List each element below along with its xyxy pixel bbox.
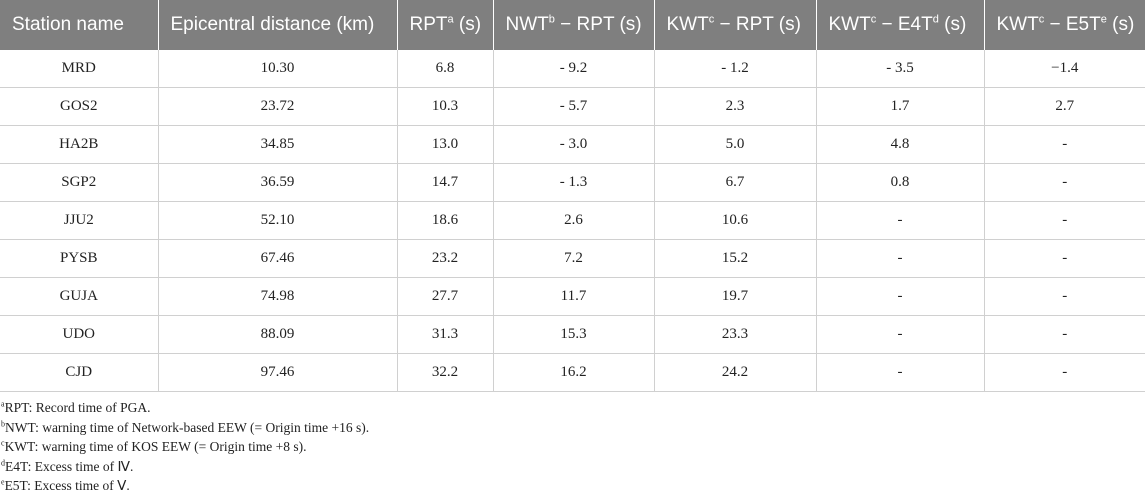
cell-kwt-e5t: 2.7 bbox=[984, 87, 1145, 126]
cell-nwt-rpt: 2.6 bbox=[493, 201, 655, 240]
header-station-name: Station name bbox=[0, 0, 159, 50]
cell-kwt-e5t: - bbox=[984, 315, 1145, 354]
table-row: UDO 88.09 31.3 15.3 23.3 - - bbox=[0, 315, 1145, 354]
cell-rpt: 31.3 bbox=[397, 315, 494, 354]
cell-kwt-e4t: - bbox=[816, 353, 985, 392]
cell-distance: 34.85 bbox=[158, 125, 398, 164]
cell-distance: 10.30 bbox=[158, 50, 398, 88]
cell-kwt-e5t: −1.4 bbox=[984, 50, 1145, 88]
cell-station: JJU2 bbox=[0, 201, 159, 240]
cell-kwt-e5t: - bbox=[984, 201, 1145, 240]
header-rpt: RPTa (s) bbox=[397, 0, 494, 50]
cell-nwt-rpt: - 1.3 bbox=[493, 163, 655, 202]
table-row: MRD 10.30 6.8 - 9.2 - 1.2 - 3.5 −1.4 bbox=[0, 50, 1145, 88]
cell-kwt-rpt: 10.6 bbox=[654, 201, 817, 240]
cell-kwt-rpt: 6.7 bbox=[654, 163, 817, 202]
cell-station: MRD bbox=[0, 50, 159, 88]
cell-kwt-e5t: - bbox=[984, 353, 1145, 392]
table-row: JJU2 52.10 18.6 2.6 10.6 - - bbox=[0, 201, 1145, 240]
cell-nwt-rpt: - 9.2 bbox=[493, 50, 655, 88]
footnote-c: cKWT: warning time of KOS EEW (= Origin … bbox=[1, 438, 307, 454]
cell-kwt-e5t: - bbox=[984, 163, 1145, 202]
cell-nwt-rpt: - 5.7 bbox=[493, 87, 655, 126]
cell-nwt-rpt: 7.2 bbox=[493, 239, 655, 278]
header-kwt-e4t: KWTc − E4Td (s) bbox=[816, 0, 985, 50]
cell-kwt-rpt: 2.3 bbox=[654, 87, 817, 126]
cell-rpt: 18.6 bbox=[397, 201, 494, 240]
header-epicentral-distance: Epicentral distance (km) bbox=[158, 0, 398, 50]
cell-kwt-e4t: 4.8 bbox=[816, 125, 985, 164]
cell-kwt-e4t: - bbox=[816, 201, 985, 240]
cell-distance: 52.10 bbox=[158, 201, 398, 240]
cell-station: UDO bbox=[0, 315, 159, 354]
cell-distance: 23.72 bbox=[158, 87, 398, 126]
table-row: HA2B 34.85 13.0 - 3.0 5.0 4.8 - bbox=[0, 125, 1145, 164]
footnotes: aRPT: Record time of PGA. bNWT: warning … bbox=[0, 398, 1145, 496]
cell-kwt-rpt: 5.0 bbox=[654, 125, 817, 164]
cell-distance: 88.09 bbox=[158, 315, 398, 354]
cell-kwt-e4t: - 3.5 bbox=[816, 50, 985, 88]
cell-rpt: 6.8 bbox=[397, 50, 494, 88]
cell-rpt: 23.2 bbox=[397, 239, 494, 278]
cell-kwt-rpt: 24.2 bbox=[654, 353, 817, 392]
cell-rpt: 14.7 bbox=[397, 163, 494, 202]
footnote-e: eE5T: Excess time of Ⅴ. bbox=[1, 477, 130, 493]
cell-kwt-e4t: - bbox=[816, 315, 985, 354]
cell-station: GUJA bbox=[0, 277, 159, 316]
footnote-a: aRPT: Record time of PGA. bbox=[1, 399, 151, 415]
cell-distance: 97.46 bbox=[158, 353, 398, 392]
cell-station: GOS2 bbox=[0, 87, 159, 126]
cell-kwt-e4t: - bbox=[816, 239, 985, 278]
cell-rpt: 10.3 bbox=[397, 87, 494, 126]
cell-nwt-rpt: 11.7 bbox=[493, 277, 655, 316]
footnote-d: dE4T: Excess time of Ⅳ. bbox=[1, 458, 134, 474]
table-row: GOS2 23.72 10.3 - 5.7 2.3 1.7 2.7 bbox=[0, 87, 1145, 126]
cell-nwt-rpt: 15.3 bbox=[493, 315, 655, 354]
table-row: GUJA 74.98 27.7 11.7 19.7 - - bbox=[0, 277, 1145, 316]
header-row: Station name Epicentral distance (km) RP… bbox=[0, 0, 1145, 50]
cell-rpt: 27.7 bbox=[397, 277, 494, 316]
station-table: Station name Epicentral distance (km) RP… bbox=[0, 0, 1145, 392]
footnote-b: bNWT: warning time of Network-based EEW … bbox=[1, 419, 370, 435]
cell-station: HA2B bbox=[0, 125, 159, 164]
cell-distance: 67.46 bbox=[158, 239, 398, 278]
cell-distance: 74.98 bbox=[158, 277, 398, 316]
table-row: CJD 97.46 32.2 16.2 24.2 - - bbox=[0, 353, 1145, 392]
table-row: SGP2 36.59 14.7 - 1.3 6.7 0.8 - bbox=[0, 163, 1145, 202]
cell-kwt-rpt: 15.2 bbox=[654, 239, 817, 278]
cell-kwt-e5t: - bbox=[984, 277, 1145, 316]
header-kwt-e5t: KWTc − E5Te (s) bbox=[984, 0, 1145, 50]
cell-nwt-rpt: - 3.0 bbox=[493, 125, 655, 164]
cell-station: CJD bbox=[0, 353, 159, 392]
cell-kwt-e4t: 1.7 bbox=[816, 87, 985, 126]
cell-kwt-e4t: 0.8 bbox=[816, 163, 985, 202]
header-nwt-rpt: NWTb − RPT (s) bbox=[493, 0, 655, 50]
cell-rpt: 32.2 bbox=[397, 353, 494, 392]
cell-nwt-rpt: 16.2 bbox=[493, 353, 655, 392]
cell-kwt-e5t: - bbox=[984, 239, 1145, 278]
header-kwt-rpt: KWTc − RPT (s) bbox=[654, 0, 817, 50]
cell-kwt-e5t: - bbox=[984, 125, 1145, 164]
cell-kwt-e4t: - bbox=[816, 277, 985, 316]
cell-station: PYSB bbox=[0, 239, 159, 278]
cell-kwt-rpt: - 1.2 bbox=[654, 50, 817, 88]
cell-rpt: 13.0 bbox=[397, 125, 494, 164]
cell-distance: 36.59 bbox=[158, 163, 398, 202]
cell-kwt-rpt: 23.3 bbox=[654, 315, 817, 354]
cell-kwt-rpt: 19.7 bbox=[654, 277, 817, 316]
cell-station: SGP2 bbox=[0, 163, 159, 202]
table-row: PYSB 67.46 23.2 7.2 15.2 - - bbox=[0, 239, 1145, 278]
